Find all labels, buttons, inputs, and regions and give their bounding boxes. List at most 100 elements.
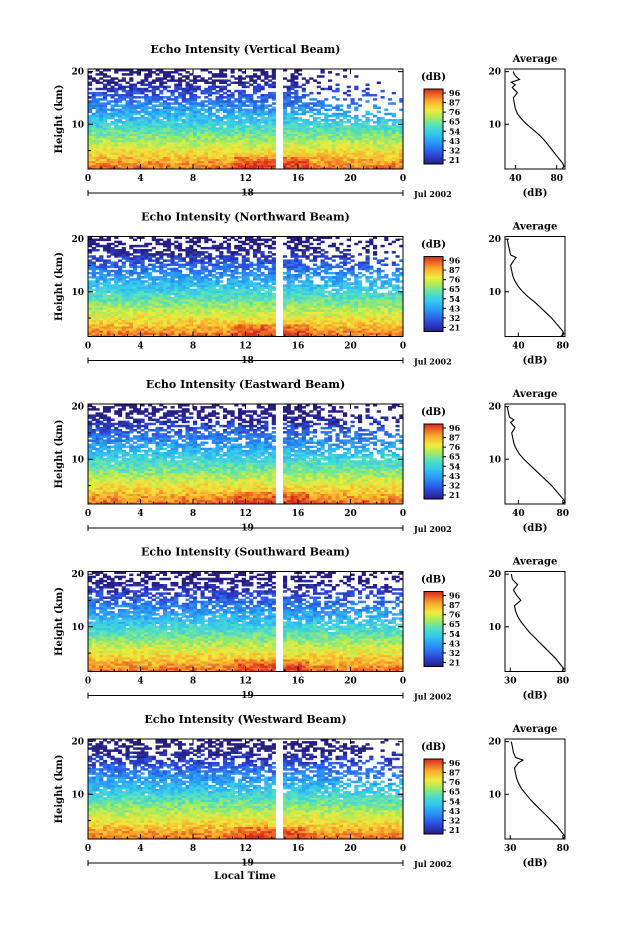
heatmap-cell (358, 148, 363, 151)
heatmap-cell (391, 102, 396, 105)
heatmap-cell (99, 87, 104, 91)
heatmap-cell (256, 267, 261, 271)
heatmap-cell (328, 146, 333, 149)
heatmap-cell (290, 152, 295, 155)
heatmap-cell (136, 152, 141, 155)
heatmap-cell (320, 104, 325, 107)
heatmap-cell (316, 129, 321, 132)
heatmap-cell (170, 288, 175, 292)
heatmap-cell (174, 69, 179, 72)
heatmap-cell (91, 146, 96, 149)
heatmap-cell (343, 125, 348, 128)
heatmap-cell (133, 280, 138, 283)
heatmap-cell (88, 87, 93, 91)
heatmap-cell (316, 154, 321, 157)
heatmap-cell (129, 166, 134, 170)
heatmap-cell (166, 259, 171, 262)
heatmap-cell (260, 137, 265, 141)
heatmap-cell (88, 131, 93, 134)
heatmap-cell (99, 148, 104, 151)
heatmap-cell (91, 246, 96, 250)
heatmap-cell (106, 332, 111, 335)
heatmap-cell (125, 317, 130, 321)
heatmap-cell (106, 249, 111, 252)
heatmap-cell (219, 292, 224, 296)
heatmap-cell (223, 269, 228, 273)
heatmap-cell (226, 280, 231, 283)
heatmap-cell (219, 284, 224, 287)
heatmap-cell (118, 158, 123, 162)
heatmap-cell (324, 119, 329, 122)
heatmap-cell (189, 284, 194, 287)
heatmap-cell (268, 307, 273, 310)
heatmap-cell (204, 133, 209, 137)
heatmap-cell (253, 313, 258, 317)
heatmap-cell (223, 104, 228, 107)
heatmap-cell (219, 332, 224, 335)
heatmap-cell (241, 257, 246, 260)
heatmap-cell (178, 152, 183, 155)
heatmap-cell (106, 255, 111, 258)
heatmap-cell (399, 144, 404, 147)
heatmap-cell (151, 104, 156, 107)
heatmap-cell (155, 104, 160, 107)
heatmap-cell (215, 148, 220, 151)
heatmap-cell (234, 296, 239, 300)
heatmap-cell (253, 240, 258, 244)
heatmap-cell (114, 299, 119, 302)
heatmap-cell (365, 150, 370, 153)
heatmap-cell (185, 162, 190, 166)
heatmap-cell (331, 129, 336, 132)
heatmap-cell (238, 81, 243, 84)
heatmap-cell (301, 141, 306, 145)
heatmap-cell (114, 94, 119, 97)
profile-x-axis-label: (dB) (523, 188, 548, 199)
heatmap-cell (283, 150, 288, 153)
heatmap-cell (110, 116, 115, 120)
heatmap-cell (91, 116, 96, 120)
heatmap-cell (185, 150, 190, 153)
heatmap-cell (211, 321, 216, 325)
heatmap-cell (369, 144, 374, 147)
heatmap-cell (238, 116, 243, 120)
heatmap-cell (193, 85, 198, 89)
heatmap-cell (204, 294, 209, 298)
heatmap-cell (133, 89, 138, 93)
heatmap-cell (238, 282, 243, 285)
heatmap-cell (151, 81, 156, 84)
heatmap-cell (335, 131, 340, 134)
heatmap-cell (148, 137, 153, 141)
heatmap-cell (200, 106, 205, 109)
heatmap-cell (219, 328, 224, 331)
heatmap-cell (399, 154, 404, 157)
heatmap-cell (193, 125, 198, 128)
heatmap-cell (174, 307, 179, 310)
heatmap-cell (391, 148, 396, 151)
heatmap-cell (121, 321, 126, 325)
heatmap-cell (174, 119, 179, 122)
heatmap-cell (181, 144, 186, 147)
heatmap-cell (125, 139, 130, 143)
heatmap-cell (196, 244, 201, 248)
heatmap-cell (118, 305, 123, 308)
heatmap-cell (144, 305, 149, 308)
heatmap-cell (95, 121, 100, 124)
heatmap-cell (118, 278, 123, 281)
heatmap-cell (155, 112, 160, 116)
heatmap-cell (166, 73, 171, 76)
heatmap-cell (208, 148, 213, 151)
heatmap-cell (208, 108, 213, 112)
heatmap-cell (114, 313, 119, 317)
heatmap-cell (286, 112, 291, 116)
heatmap-cell (223, 330, 228, 333)
heatmap-cell (118, 319, 123, 323)
heatmap-cell (103, 116, 108, 120)
heatmap-cell (118, 121, 123, 124)
heatmap-cell (350, 127, 355, 130)
heatmap-cell (155, 116, 160, 120)
heatmap-cell (253, 148, 258, 151)
heatmap-cell (313, 139, 318, 143)
heatmap-cell (358, 125, 363, 128)
heatmap-cell (380, 164, 385, 168)
heatmap-cell (185, 160, 190, 164)
